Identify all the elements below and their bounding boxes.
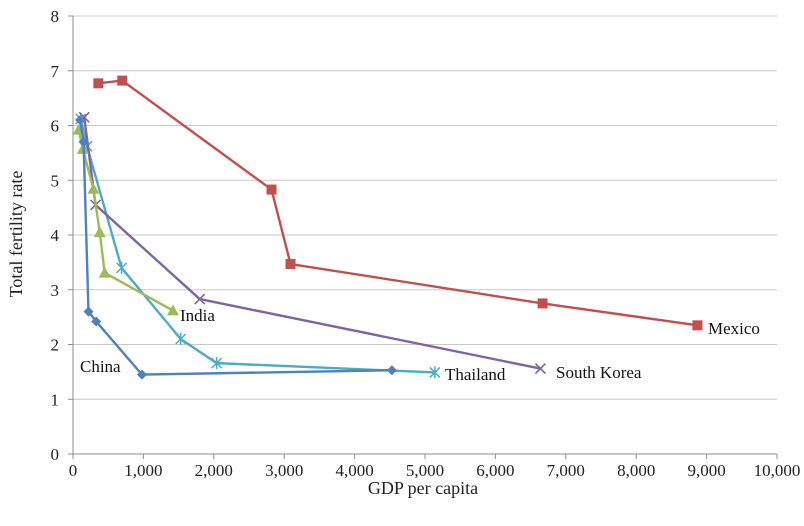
y-tick-labels: 0 1 2 3 4 5 6 7 8 — [51, 7, 60, 464]
series-mexico — [93, 75, 703, 331]
data-point — [93, 78, 104, 89]
x-tick-label: 6,000 — [476, 461, 514, 480]
x-tick-label: 8,000 — [617, 461, 655, 480]
series-line — [79, 118, 435, 374]
data-point — [83, 306, 94, 317]
data-point — [429, 366, 441, 379]
y-tick-label: 7 — [51, 62, 60, 81]
data-point — [175, 333, 187, 346]
x-tick-label: 9,000 — [687, 461, 725, 480]
y-axis-title: Total fertility rate — [6, 171, 26, 298]
data-point — [93, 226, 106, 238]
series-india — [72, 123, 179, 316]
series-line — [77, 129, 174, 312]
data-point — [386, 365, 397, 376]
data-point — [87, 183, 100, 194]
data-point — [285, 259, 296, 270]
y-tick-label: 0 — [51, 445, 60, 464]
data-point — [166, 304, 179, 316]
data-point — [534, 363, 547, 375]
data-point — [117, 75, 128, 86]
x-axis-title: GDP per capita — [368, 478, 478, 498]
y-tick-label: 8 — [51, 7, 60, 26]
y-tick-label: 4 — [51, 226, 60, 245]
series-line — [78, 119, 392, 376]
y-tick-label: 2 — [51, 336, 60, 355]
series-layer — [72, 75, 703, 380]
data-point — [692, 320, 703, 331]
data-point — [266, 184, 277, 195]
x-tick-label: 4,000 — [335, 461, 373, 480]
series-china — [75, 115, 397, 380]
y-tick-label: 5 — [51, 171, 60, 190]
data-point — [194, 293, 206, 305]
series-label: South Korea — [556, 363, 642, 382]
y-tick-label: 3 — [51, 281, 60, 300]
data-point — [136, 369, 147, 380]
x-tick-label: 1,000 — [124, 461, 162, 480]
y-tick-label: 1 — [51, 390, 60, 409]
x-tick-label: 7,000 — [547, 461, 585, 480]
x-tick-label: 3,000 — [265, 461, 303, 480]
x-tick-label: 2,000 — [195, 461, 233, 480]
data-point — [116, 261, 128, 274]
series-label: Mexico — [708, 319, 760, 338]
axes — [68, 15, 778, 459]
x-tick-label: 10,000 — [754, 461, 801, 480]
y-tick-label: 6 — [51, 117, 60, 136]
x-tick-labels: 0 1,000 2,000 3,000 4,000 5,000 6,000 7,000 8,00… — [69, 461, 801, 480]
series-line — [83, 117, 541, 370]
series-label: China — [80, 357, 121, 376]
series-label: Thailand — [445, 365, 506, 384]
data-point — [75, 115, 86, 126]
series-thailand — [75, 112, 441, 379]
data-point — [98, 266, 111, 278]
series-south-korea — [78, 111, 547, 375]
x-tick-label: 5,000 — [406, 461, 444, 480]
x-tick-label: 0 — [69, 461, 78, 480]
data-point — [78, 136, 89, 147]
data-point — [91, 316, 102, 327]
data-point — [537, 298, 548, 309]
data-point — [211, 357, 223, 370]
series-label: India — [180, 306, 215, 325]
series-labels: China Mexico India South Korea Thailand — [80, 306, 760, 384]
